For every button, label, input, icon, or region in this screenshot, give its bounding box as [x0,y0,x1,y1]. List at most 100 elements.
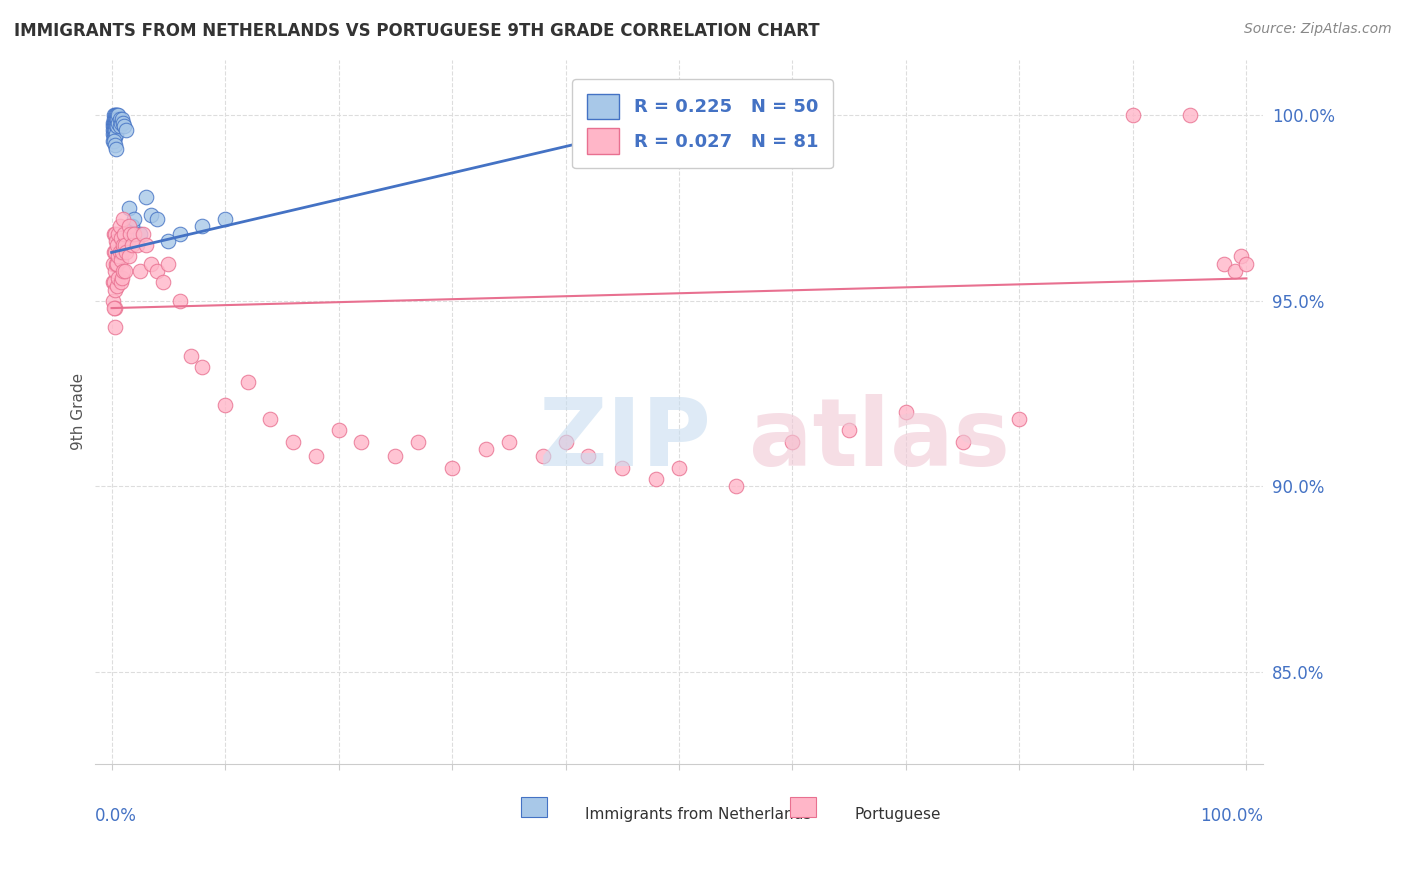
Point [576,450,599,464]
Point [132,227,155,241]
Point [129,227,152,241]
Point [111,112,134,126]
Point [103,227,125,241]
Point [101,293,124,308]
Point [103,115,125,129]
Point [121,238,143,252]
Point [111,212,134,227]
Text: Source: ZipAtlas.com: Source: ZipAtlas.com [1244,22,1392,37]
Point [782,434,804,449]
Point [107,115,129,129]
Point [350,434,373,449]
Point [112,227,135,241]
Point [384,450,406,464]
Point [103,275,125,289]
Point [104,123,127,137]
Point [118,227,141,241]
Point [180,349,202,363]
Point [111,245,134,260]
Text: atlas: atlas [749,394,1010,486]
Point [1178,108,1201,122]
Point [104,137,127,152]
Point [108,112,131,126]
Point [101,134,124,148]
Point [104,319,127,334]
Point [146,264,169,278]
Point [107,271,129,285]
Point [406,434,429,449]
Point [152,275,174,289]
Point [101,115,124,129]
Point [115,123,138,137]
Point [108,219,131,234]
Point [103,134,125,148]
Point [114,264,136,278]
Point [104,115,127,129]
Point [104,120,127,134]
Point [157,256,180,270]
Point [107,108,129,122]
Point [141,208,163,222]
Point [105,108,128,122]
Point [441,460,464,475]
Point [105,238,128,252]
Point [1234,256,1257,270]
Point [110,230,132,244]
Point [111,271,134,285]
Text: 0.0%: 0.0% [94,806,136,824]
FancyBboxPatch shape [790,797,815,817]
Point [103,127,125,141]
Point [103,123,125,137]
Point [283,434,305,449]
Point [1229,249,1251,263]
Point [104,130,127,145]
Point [104,245,127,260]
Point [141,256,163,270]
Point [259,412,281,426]
Point [105,256,128,270]
Point [724,479,747,493]
Point [104,108,127,122]
Point [612,460,634,475]
Point [105,112,128,126]
Text: Immigrants from Netherlands: Immigrants from Netherlands [585,806,811,822]
Point [103,130,125,145]
Point [103,108,125,122]
Point [135,190,157,204]
Point [129,264,152,278]
Point [191,219,214,234]
Point [498,434,520,449]
Point [101,275,124,289]
Point [101,120,124,134]
Point [110,275,132,289]
Point [114,238,136,252]
Point [668,460,690,475]
Point [894,405,917,419]
Point [104,301,127,315]
Text: Portuguese: Portuguese [855,806,941,822]
Point [105,112,128,126]
Point [103,120,125,134]
Point [121,219,143,234]
Point [108,245,131,260]
Point [104,112,127,126]
Point [191,360,214,375]
Point [169,227,191,241]
Point [103,112,125,126]
Point [475,442,498,456]
Point [105,120,128,134]
Point [107,227,129,241]
Point [124,227,146,241]
Point [105,256,128,270]
Point [110,115,132,129]
Point [952,434,974,449]
Point [117,219,139,234]
Point [115,245,138,260]
Point [236,376,259,390]
Point [107,249,129,263]
FancyBboxPatch shape [522,797,547,817]
Point [105,278,128,293]
Point [645,472,668,486]
Point [214,397,236,411]
Point [117,249,139,263]
